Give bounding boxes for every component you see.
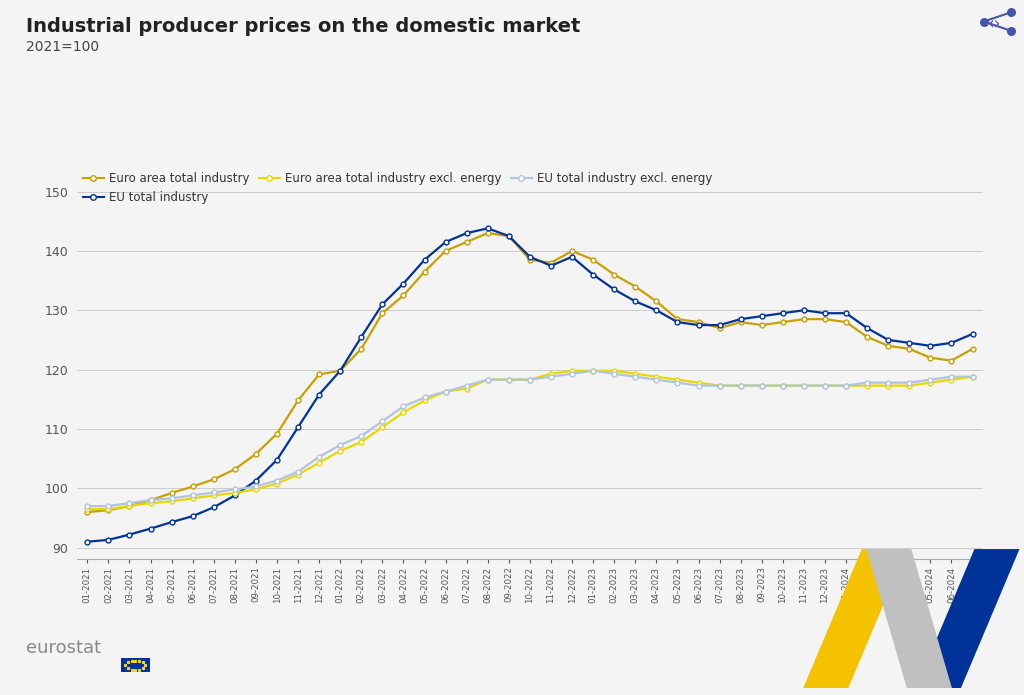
Legend: Euro area total industry, EU total industry, Euro area total industry excl. ener: Euro area total industry, EU total indus… [83,172,712,204]
Point [976,16,992,27]
Point [1002,25,1019,36]
Text: 2021=100: 2021=100 [26,40,98,54]
Polygon shape [915,549,1020,688]
Point [1002,7,1019,18]
Text: Industrial producer prices on the domestic market: Industrial producer prices on the domest… [26,17,580,36]
Text: ‹›: ‹› [988,15,1001,33]
Text: eurostat: eurostat [26,639,100,657]
Polygon shape [866,549,952,688]
Polygon shape [803,549,907,688]
